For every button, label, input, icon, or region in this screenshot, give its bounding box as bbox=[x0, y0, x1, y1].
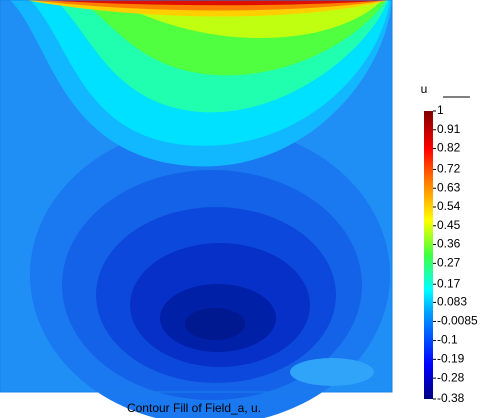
colorbar-tick-label: 0.45 bbox=[437, 218, 461, 232]
colorbar-tick-label: 0.82 bbox=[437, 141, 461, 155]
chart-title: Contour Fill of Field_a, u. bbox=[127, 401, 261, 415]
colorbar-tick-label: 0.083 bbox=[437, 295, 467, 309]
colorbar-tick-label: 0.17 bbox=[437, 276, 461, 290]
colorbar-tick-label: 0.63 bbox=[437, 180, 461, 194]
colorbar-tick-label: 0.91 bbox=[437, 122, 461, 136]
colorbar bbox=[424, 111, 433, 399]
colorbar-tick-label: -0.0085 bbox=[437, 314, 478, 328]
colorbar-tick-label: -0.28 bbox=[437, 370, 465, 384]
colorbar-tick-label: 0.72 bbox=[437, 162, 461, 176]
colorbar-tick-label: 0.36 bbox=[437, 237, 461, 251]
colorbar-tick-label: 0.27 bbox=[437, 256, 461, 270]
colorbar-tick-label: -0.38 bbox=[437, 391, 465, 405]
colorbar-tick-label: 0.54 bbox=[437, 199, 461, 213]
colorbar-tick-label: -0.1 bbox=[437, 333, 458, 347]
contour-field bbox=[0, 0, 393, 418]
colorbar-tick-label: 1 bbox=[437, 103, 444, 117]
colorbar-tick-label: -0.19 bbox=[437, 352, 465, 366]
colorbar-label: u bbox=[421, 82, 428, 96]
